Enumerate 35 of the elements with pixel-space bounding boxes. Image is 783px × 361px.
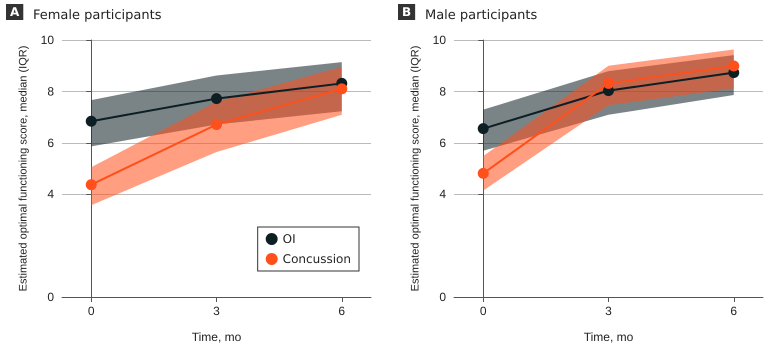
legend-label: OI [282, 232, 296, 246]
y-tick-label: 8 [47, 84, 54, 98]
point [728, 60, 740, 72]
x-tick-label: 0 [88, 304, 95, 318]
text: A [10, 5, 20, 19]
x-axis-title: Time, mo [584, 330, 634, 344]
point [478, 123, 489, 134]
point [211, 93, 222, 104]
x-tick-label: 6 [730, 304, 738, 318]
point [603, 78, 614, 89]
x-tick-label: 3 [605, 304, 612, 318]
y-tick-label: 0 [47, 290, 54, 304]
text: B [402, 5, 412, 19]
y-tick-label: 0 [439, 290, 446, 304]
y-axis-title: Estimated optimal functioning score, median (IQR) [409, 46, 422, 292]
point [478, 168, 489, 179]
x-tick-label: 0 [480, 304, 487, 318]
y-tick-label: 10 [40, 33, 54, 47]
y-tick-label: 6 [439, 136, 446, 150]
point [86, 179, 97, 190]
point [86, 116, 97, 127]
y-tick-label: 6 [47, 136, 54, 150]
chart-title: Male participants [425, 8, 538, 23]
point [336, 83, 348, 94]
y-tick-label: 10 [432, 33, 446, 47]
chart-title: Female participants [33, 8, 162, 23]
x-axis-title: Time, mo [192, 330, 242, 344]
x-tick-label: 6 [338, 304, 346, 318]
point [211, 119, 222, 130]
legend-label: Concussion [282, 252, 352, 266]
y-tick-label: 4 [439, 187, 446, 202]
x-tick-label: 3 [213, 304, 220, 318]
y-axis-title: Estimated optimal functioning score, median (IQR) [17, 46, 30, 292]
y-tick-label: 8 [439, 84, 446, 98]
y-tick-label: 4 [47, 187, 54, 202]
